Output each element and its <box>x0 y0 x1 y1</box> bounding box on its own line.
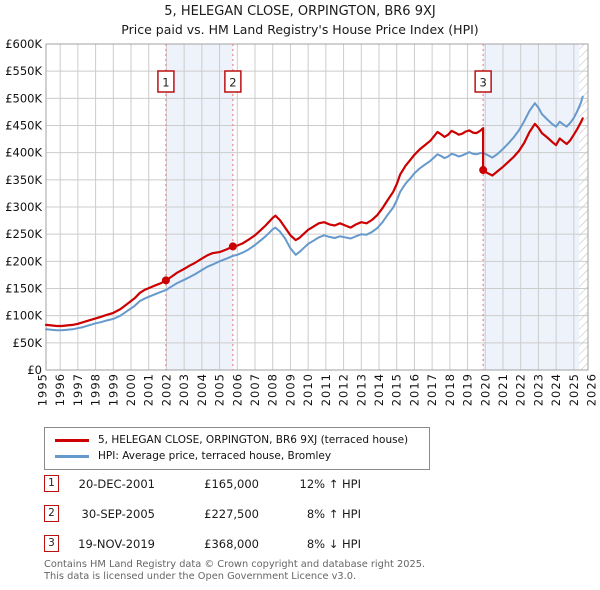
svg-text:2022: 2022 <box>514 373 528 406</box>
svg-text:3: 3 <box>479 76 486 90</box>
svg-text:£250K: £250K <box>5 227 42 241</box>
svg-text:£450K: £450K <box>5 119 42 133</box>
svg-text:2017: 2017 <box>425 373 439 406</box>
transaction-row-2: 2 30-SEP-2005 £227,500 8% ↑ HPI <box>44 505 361 522</box>
transaction-row-1: 1 20-DEC-2001 £165,000 12% ↑ HPI <box>44 475 361 492</box>
marker-number-box: 3 <box>44 535 59 552</box>
svg-text:1996: 1996 <box>53 373 67 406</box>
svg-text:£50K: £50K <box>13 336 43 350</box>
transaction-hpi-delta: 8% ↑ HPI <box>306 506 361 521</box>
hpi-line-sample <box>55 454 89 458</box>
svg-text:2006: 2006 <box>230 373 244 406</box>
svg-text:2002: 2002 <box>159 373 173 406</box>
svg-text:1: 1 <box>162 76 169 90</box>
svg-text:2005: 2005 <box>213 373 227 406</box>
svg-text:2013: 2013 <box>354 373 368 406</box>
svg-text:2007: 2007 <box>248 373 262 406</box>
svg-text:1998: 1998 <box>89 373 103 406</box>
svg-text:£0: £0 <box>27 363 42 377</box>
svg-text:£200K: £200K <box>5 254 42 268</box>
transaction-date: 19-NOV-2019 <box>78 536 155 551</box>
svg-text:2014: 2014 <box>372 373 386 406</box>
svg-text:2003: 2003 <box>177 373 191 406</box>
property-line-sample <box>55 438 89 442</box>
svg-text:2020: 2020 <box>478 373 492 406</box>
footer-line-1: Contains HM Land Registry data © Crown c… <box>44 559 426 570</box>
svg-text:2021: 2021 <box>496 373 510 406</box>
marker-number-box: 2 <box>44 505 59 522</box>
svg-text:£400K: £400K <box>5 146 42 160</box>
svg-text:£150K: £150K <box>5 282 42 296</box>
svg-text:1997: 1997 <box>71 373 85 406</box>
svg-text:£350K: £350K <box>5 173 42 187</box>
svg-text:£100K: £100K <box>5 309 42 323</box>
svg-text:2019: 2019 <box>461 373 475 406</box>
svg-text:2023: 2023 <box>531 373 545 406</box>
svg-text:2026: 2026 <box>585 373 599 406</box>
transaction-hpi-delta: 8% ↓ HPI <box>306 536 361 551</box>
svg-text:2024: 2024 <box>549 373 563 406</box>
svg-text:2001: 2001 <box>142 373 156 406</box>
svg-text:2008: 2008 <box>266 373 280 406</box>
transaction-price: £227,500 <box>204 506 259 521</box>
svg-text:2015: 2015 <box>390 373 404 406</box>
svg-text:£500K: £500K <box>5 91 42 105</box>
legend-item-hpi: HPI: Average price, terraced house, Brom… <box>53 448 421 464</box>
legend-label-property: 5, HELEGAN CLOSE, ORPINGTON, BR6 9XJ (te… <box>98 434 409 446</box>
legend-label-hpi: HPI: Average price, terraced house, Brom… <box>98 450 332 462</box>
transaction-price: £368,000 <box>204 536 259 551</box>
marker-number-box: 1 <box>44 475 59 492</box>
svg-text:2004: 2004 <box>195 373 209 406</box>
svg-text:2011: 2011 <box>319 373 333 406</box>
price-chart: 1 2 3 £0 £50K £100K £150K £200K £250K £300K £350K £… <box>5 37 599 406</box>
svg-text:2018: 2018 <box>443 373 457 406</box>
svg-text:2009: 2009 <box>283 373 297 406</box>
svg-text:2: 2 <box>229 76 236 90</box>
svg-text:2016: 2016 <box>407 373 421 406</box>
svg-text:1995: 1995 <box>35 373 49 406</box>
svg-text:2000: 2000 <box>124 373 138 406</box>
footer-license: Contains HM Land Registry data © Crown c… <box>44 559 425 583</box>
svg-text:2012: 2012 <box>337 373 351 406</box>
transactions-table: 1 20-DEC-2001 £165,000 12% ↑ HPI 2 30-SE… <box>44 475 361 565</box>
svg-text:2025: 2025 <box>567 373 581 406</box>
transaction-hpi-delta: 12% ↑ HPI <box>299 476 361 491</box>
svg-text:1999: 1999 <box>106 373 120 406</box>
page-title: 5, HELEGAN CLOSE, ORPINGTON, BR6 9XJ <box>164 4 436 19</box>
svg-text:£550K: £550K <box>5 64 42 78</box>
legend: 5, HELEGAN CLOSE, ORPINGTON, BR6 9XJ (te… <box>44 427 430 470</box>
svg-text:£300K: £300K <box>5 200 42 214</box>
svg-text:£600K: £600K <box>5 37 42 51</box>
transaction-price: £165,000 <box>204 476 259 491</box>
transaction-date: 20-DEC-2001 <box>78 476 155 491</box>
transaction-date: 30-SEP-2005 <box>81 506 155 521</box>
page-subtitle: Price paid vs. HM Land Registry's House … <box>121 22 479 37</box>
transaction-row-3: 3 19-NOV-2019 £368,000 8% ↓ HPI <box>44 535 361 552</box>
legend-item-property: 5, HELEGAN CLOSE, ORPINGTON, BR6 9XJ (te… <box>53 432 421 448</box>
svg-text:2010: 2010 <box>301 373 315 406</box>
footer-line-2: This data is licensed under the Open Gov… <box>44 571 357 582</box>
